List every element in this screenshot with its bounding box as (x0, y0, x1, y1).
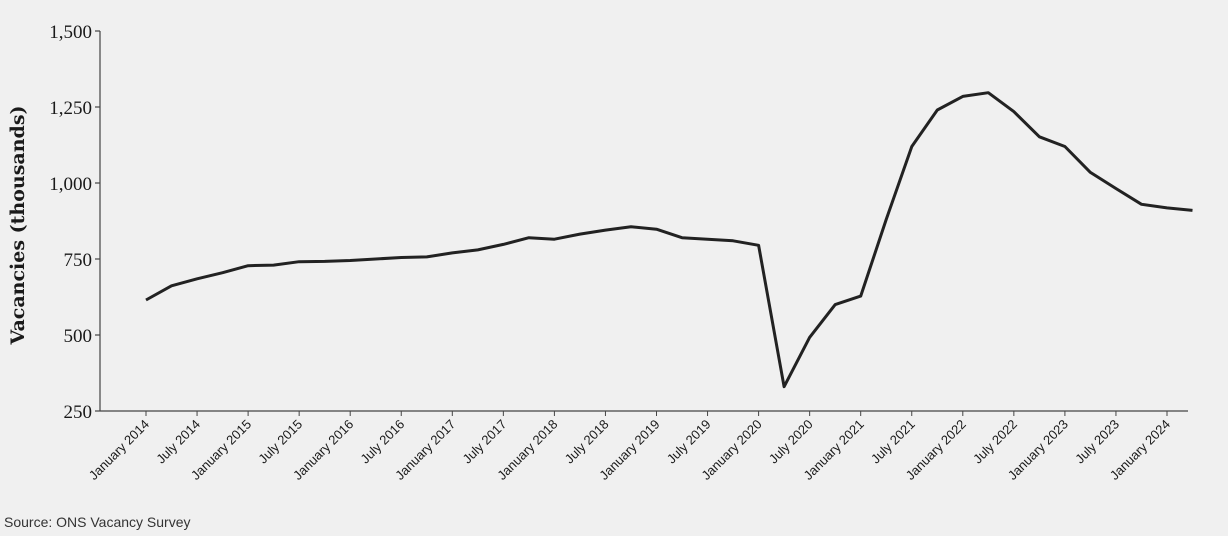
x-tick-label: July 2018 (562, 417, 612, 467)
y-tick-label: 750 (64, 250, 93, 271)
y-tick-label: 250 (64, 402, 93, 423)
x-tick-label: July 2023 (1072, 417, 1122, 467)
y-axis-label: Vacancies (thousands) (7, 105, 29, 345)
x-tick-label: July 2021 (868, 417, 918, 467)
y-axis-ticks: 250 500 750 1,000 1,250 1,500 (49, 22, 100, 423)
y-tick-label: 1,250 (49, 98, 92, 119)
x-tick-label: July 2017 (460, 417, 510, 467)
series-line (145, 91, 1193, 389)
source-note: Source: ONS Vacancy Survey (4, 514, 191, 530)
x-tick-label: July 2022 (970, 417, 1020, 467)
y-tick-label: 500 (64, 326, 93, 347)
y-tick-label: 1,000 (49, 174, 92, 195)
series-group (145, 91, 1193, 389)
x-tick-label: July 2020 (766, 417, 816, 467)
x-tick-label: January 2014 (86, 417, 152, 483)
x-tick-label: July 2015 (255, 417, 305, 467)
x-tick-label: July 2014 (153, 417, 203, 467)
y-tick-label: 1,500 (49, 22, 92, 43)
x-tick-label: July 2016 (357, 417, 407, 467)
x-tick-label: July 2019 (664, 417, 714, 467)
